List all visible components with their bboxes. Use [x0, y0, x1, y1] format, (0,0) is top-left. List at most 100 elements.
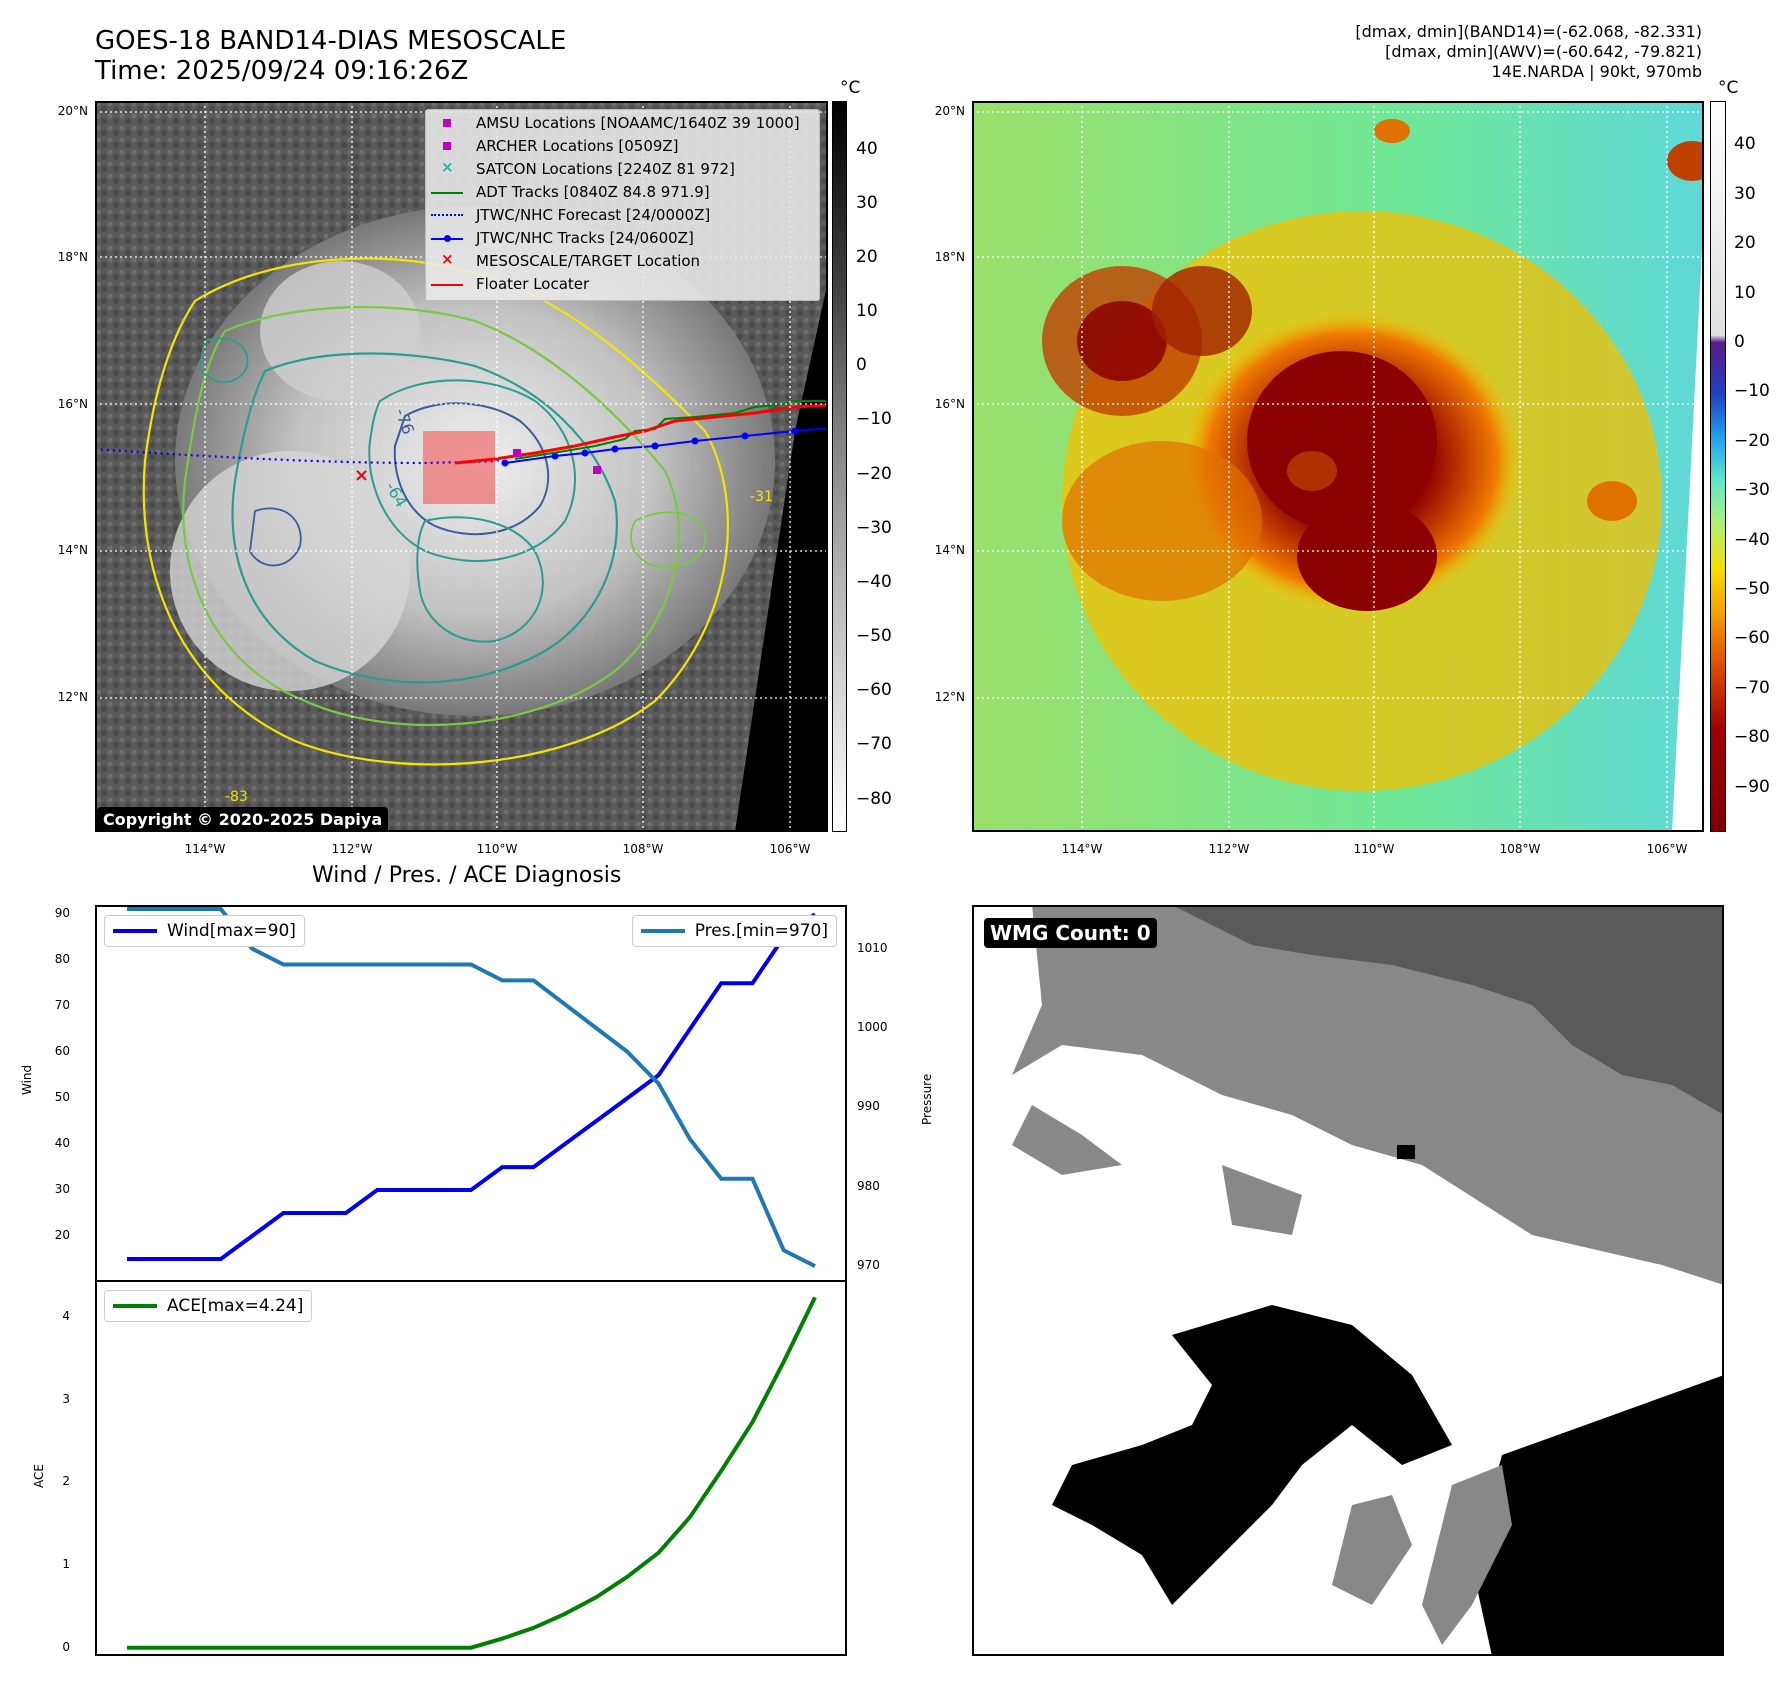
archer-marker — [513, 449, 521, 457]
gray-colorbar-tick: −40 — [856, 571, 892, 592]
gray-colorbar-tick: 10 — [856, 301, 878, 322]
wind-tick: 80 — [54, 952, 70, 967]
ace-tick: 3 — [62, 1391, 70, 1406]
lon-label: 112°W — [1208, 842, 1250, 856]
figure-time: Time: 2025/09/24 09:16:26Z — [95, 56, 469, 86]
gray-colorbar-tick: −50 — [856, 626, 892, 647]
color-colorbar-tick: 40 — [1734, 134, 1756, 155]
gray-colorbar-unit: °C — [840, 78, 861, 98]
ace-tick: 4 — [62, 1309, 70, 1324]
contour-label-31: -31 — [750, 489, 773, 505]
lat-label: 16°N — [934, 397, 965, 411]
target-box — [423, 431, 495, 504]
copyright-badge: Copyright © 2020-2025 Dapiya — [97, 807, 389, 832]
ace-plot: ACE[max=4.24] — [95, 1280, 847, 1656]
color-colorbar-tick: −30 — [1734, 480, 1770, 501]
ir-map-frame — [95, 101, 828, 832]
line-icon — [431, 192, 463, 194]
pressure-tick: 1000 — [857, 1020, 888, 1035]
ace-svg — [127, 1296, 817, 1650]
diagnosis-title: Wind / Pres. / ACE Diagnosis — [312, 863, 622, 888]
gray-colorbar-tick: −30 — [856, 517, 892, 538]
color-colorbar-tick: −70 — [1734, 677, 1770, 698]
gray-colorbar-tick: −10 — [856, 409, 892, 430]
pressure-tick: 980 — [857, 1178, 880, 1193]
gray-colorbar-tick: −20 — [856, 463, 892, 484]
lon-label: 106°W — [769, 842, 811, 856]
color-colorbar-unit: °C — [1718, 78, 1739, 98]
color-colorbar-tick: 20 — [1734, 233, 1756, 254]
lon-label: 114°W — [184, 842, 226, 856]
color-colorbar-tick: −40 — [1734, 529, 1770, 550]
color-colorbar-tick: −60 — [1734, 628, 1770, 649]
wind-plot-frame — [95, 905, 847, 1282]
gray-colorbar-tick: −70 — [856, 734, 892, 755]
wmg-frame — [972, 905, 1724, 1656]
info-band14: [dmax, dmin](BAND14)=(-62.068, -82.331) — [1355, 22, 1702, 41]
wind-tick: 20 — [54, 1228, 70, 1243]
pressure-tick: 990 — [857, 1099, 880, 1114]
pressure-ylabel: Pressure — [920, 1073, 934, 1125]
lat-label: 14°N — [934, 543, 965, 557]
line-icon — [640, 929, 685, 933]
wind-tick: 70 — [54, 998, 70, 1013]
ace-legend: ACE[max=4.24] — [104, 1290, 313, 1322]
wmg-panel: WMG Count: 0 — [972, 905, 1724, 1656]
lat-label: 18°N — [57, 250, 88, 264]
color-colorbar-tick: 30 — [1734, 183, 1756, 204]
color-ir-map-panel — [972, 101, 1704, 832]
pressure-tick: 970 — [857, 1258, 880, 1273]
line-icon — [431, 284, 463, 286]
square-icon — [443, 142, 451, 150]
wind-tick: 40 — [54, 1136, 70, 1151]
ace-tick: 0 — [62, 1639, 70, 1654]
square-icon — [443, 119, 451, 127]
pressure-legend: Pres.[min=970] — [631, 915, 837, 947]
figure-title: GOES-18 BAND14-DIAS MESOSCALE — [95, 26, 567, 56]
floater-track — [454, 403, 828, 465]
wind-tick: 50 — [54, 1090, 70, 1105]
gray-colorbar — [832, 101, 847, 832]
info-storm: 14E.NARDA | 90kt, 970mb — [1491, 62, 1702, 81]
ace-line — [127, 1296, 817, 1650]
line-icon — [113, 929, 157, 933]
ace-tick: 1 — [62, 1557, 70, 1572]
gray-colorbar-tick: 40 — [856, 138, 878, 159]
lon-label: 106°W — [1646, 842, 1688, 856]
wind-tick: 30 — [54, 1182, 70, 1197]
gray-colorbar-tick: 20 — [856, 247, 878, 268]
mesoscale-marker: × — [354, 465, 369, 486]
lat-label: 16°N — [57, 397, 88, 411]
forecast-track — [95, 447, 506, 465]
lat-label: 14°N — [57, 543, 88, 557]
gray-colorbar-tick: −80 — [856, 788, 892, 809]
wind-tick: 90 — [54, 906, 70, 921]
lon-label: 110°W — [1353, 842, 1395, 856]
line-icon — [113, 1304, 157, 1308]
gray-colorbar-tick: 30 — [856, 192, 878, 213]
x-icon: × — [441, 158, 454, 176]
color-map-frame — [972, 101, 1704, 832]
color-colorbar — [1710, 101, 1726, 832]
info-awv: [dmax, dmin](AWV)=(-60.642, -79.821) — [1385, 42, 1702, 61]
wind-legend: Wind[max=90] — [104, 915, 305, 947]
lat-label: 18°N — [934, 250, 965, 264]
ace-tick: 2 — [62, 1474, 70, 1489]
lat-label: 20°N — [934, 104, 965, 118]
color-colorbar-tick: −80 — [1734, 727, 1770, 748]
jtwc-track-points — [501, 427, 799, 467]
lon-label: 110°W — [476, 842, 518, 856]
wmg-image — [972, 905, 1724, 1656]
gray-colorbar-tick: −60 — [856, 680, 892, 701]
map-legend: AMSU Locations [NOAAMC/1640Z 39 1000] AR… — [425, 109, 820, 301]
wind-pressure-plot: Wind[max=90] Pres.[min=970] — [95, 905, 847, 1282]
color-colorbar-tick: 10 — [1734, 282, 1756, 303]
wmg-count-badge: WMG Count: 0 — [984, 918, 1157, 948]
color-colorbar-tick: −90 — [1734, 776, 1770, 797]
lon-label: 114°W — [1061, 842, 1103, 856]
gray-colorbar-tick: 0 — [856, 355, 867, 376]
lon-label: 108°W — [1499, 842, 1541, 856]
lon-label: 108°W — [622, 842, 664, 856]
lat-label: 12°N — [934, 690, 965, 704]
wind-line — [127, 912, 817, 1261]
